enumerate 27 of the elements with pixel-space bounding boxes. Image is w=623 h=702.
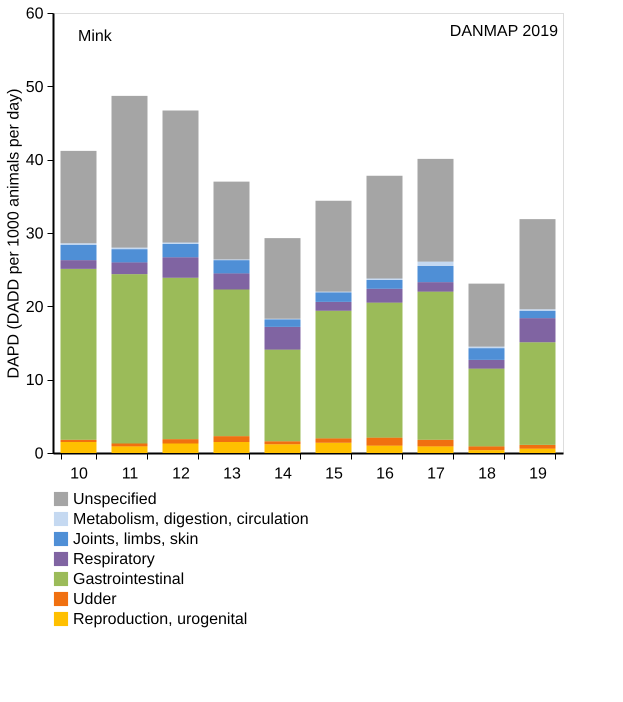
- x-tick-label: 18: [478, 466, 496, 482]
- y-tick-label: 0: [34, 446, 44, 462]
- y-tick-label: 30: [26, 226, 44, 242]
- x-tick-label: 17: [427, 466, 445, 482]
- legend-label: Reproduction, urogenital: [73, 611, 248, 628]
- x-tick-label: 10: [70, 466, 88, 482]
- y-tick-label: 10: [26, 372, 44, 390]
- x-tick-label: 19: [529, 466, 547, 482]
- annotation: DANMAP 2019: [450, 23, 558, 40]
- legend-label: Joints, limbs, skin: [73, 531, 198, 548]
- legend-label: Respiratory: [73, 551, 155, 568]
- y-tick-label: 20: [26, 298, 44, 316]
- x-tick-label: 14: [274, 466, 292, 482]
- x-tick-label: 13: [223, 466, 241, 482]
- x-tick-label: 12: [172, 466, 190, 482]
- x-tick-label: 16: [376, 466, 394, 482]
- y-tick-label: 50: [26, 78, 44, 96]
- x-tick-label: 11: [122, 466, 138, 482]
- legend-label: Gastrointestinal: [73, 571, 184, 588]
- annotation: Mink: [78, 28, 113, 45]
- y-tick-label: 60: [26, 6, 44, 22]
- legend-label: Metabolism, digestion, circulation: [73, 511, 309, 528]
- y-axis-title: DAPD (DADD per 1000 animals per day): [6, 88, 23, 378]
- legend-label: Udder: [73, 591, 118, 608]
- legend-label: Unspecified: [73, 491, 157, 508]
- x-tick-label: 15: [325, 466, 343, 482]
- y-tick-label: 40: [26, 152, 44, 170]
